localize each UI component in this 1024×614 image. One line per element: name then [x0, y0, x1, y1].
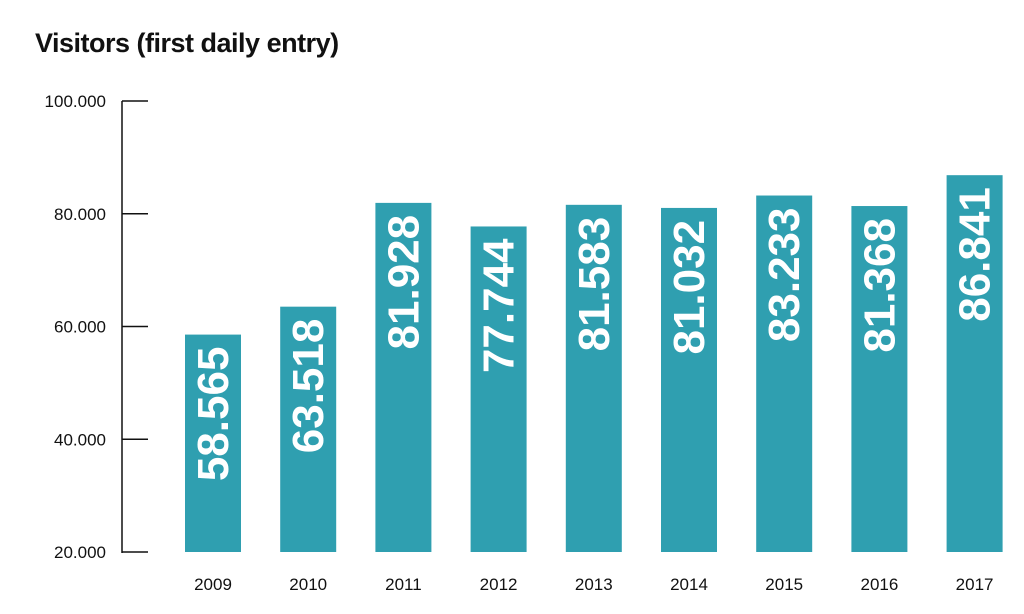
bar-value-label: 81.032 [665, 220, 714, 355]
bar-2014 [661, 207, 717, 552]
bars: 58.565 63.518 81.928 77.744 81.583 81.032 83.2… [185, 175, 1003, 552]
x-tick-label: 2017 [956, 575, 994, 594]
y-tick-label: 100.000 [45, 92, 106, 111]
x-tick-label: 2012 [480, 575, 518, 594]
x-tick-label: 2014 [670, 575, 708, 594]
bar-2015 [756, 195, 813, 552]
bar-2017 [946, 175, 1003, 552]
bar-value-label: 86.841 [951, 187, 1000, 322]
bar-value-label: 58.565 [189, 347, 238, 482]
bar-value-label: 81.928 [379, 215, 428, 350]
y-tick-label: 60.000 [54, 318, 106, 337]
y-tick-label: 40.000 [54, 430, 106, 449]
x-tick-label: 2013 [575, 575, 613, 594]
x-tick-label: 2015 [765, 575, 803, 594]
bar-value-label: 81.368 [855, 218, 904, 353]
bar-value-label: 77.744 [475, 238, 524, 373]
chart-title: Visitors (first daily entry) [35, 28, 339, 58]
bar-value-label: 81.583 [570, 217, 619, 352]
y-axis-ticks: 20.000 40.000 60.000 80.000 100.000 [45, 92, 148, 562]
bar-2013 [565, 204, 622, 552]
bar-2012 [470, 226, 527, 552]
bar-value-label: 83.233 [760, 208, 809, 343]
bar-2011 [375, 202, 432, 552]
x-tick-label: 2011 [385, 575, 422, 594]
x-tick-label: 2010 [289, 575, 327, 594]
x-axis-labels: 2009 2010 2011 2012 2013 2014 2015 2016 2017 [194, 575, 993, 594]
bar-2009 [185, 334, 241, 552]
x-tick-label: 2009 [194, 575, 232, 594]
bar-2016 [851, 206, 908, 552]
y-tick-label: 80.000 [54, 205, 106, 224]
y-tick-label: 20.000 [54, 543, 106, 562]
x-tick-label: 2016 [860, 575, 898, 594]
bar-2010 [280, 306, 337, 552]
bar-value-label: 63.518 [284, 319, 333, 454]
